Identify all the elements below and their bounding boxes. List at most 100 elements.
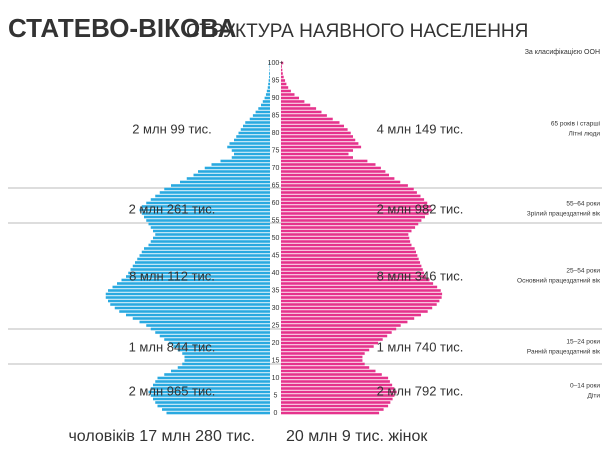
male-bar	[186, 177, 270, 180]
female-group-total: 2 млн 792 тис.	[377, 383, 464, 398]
female-bar	[281, 317, 415, 320]
male-bar	[150, 226, 270, 229]
female-bar	[281, 142, 359, 145]
male-bar	[177, 366, 270, 369]
male-bar	[164, 187, 270, 191]
male-bar	[261, 103, 270, 107]
female-bar	[281, 310, 428, 313]
female-bar	[281, 289, 441, 292]
female-bar	[281, 72, 283, 75]
group-sublabel: Літні люди	[569, 130, 601, 138]
female-bar	[281, 152, 349, 156]
male-bar	[126, 275, 270, 278]
male-bar	[150, 327, 270, 331]
female-bar	[281, 338, 383, 341]
male-bar	[150, 394, 270, 397]
female-bar	[281, 114, 327, 117]
male-bar	[110, 303, 270, 306]
female-bar	[281, 89, 291, 93]
female-bar	[281, 331, 392, 334]
group-sublabel: Ранній працездатний вік	[527, 348, 600, 356]
female-bar	[281, 383, 393, 387]
female-bar	[281, 282, 434, 285]
male-bar	[269, 61, 270, 65]
age-label: 90	[272, 95, 280, 102]
female-bar	[281, 313, 421, 317]
female-bar	[281, 212, 429, 215]
female-bar	[281, 149, 353, 152]
age-label: 85	[272, 112, 280, 119]
age-label: 10	[272, 375, 280, 382]
male-bar	[153, 383, 270, 387]
female-bar	[281, 65, 282, 68]
male-group-total: 2 млн 965 тис.	[129, 383, 216, 398]
male-bar	[231, 156, 270, 159]
age-label: 80	[272, 130, 280, 137]
age-label: 25	[272, 322, 280, 329]
age-label: 35	[272, 287, 280, 294]
male-bar	[182, 362, 270, 366]
male-bar	[236, 135, 270, 138]
female-bar	[281, 366, 370, 369]
age-label: 60	[272, 200, 280, 207]
group-label: 0–14 роки	[570, 383, 600, 390]
female-bar	[281, 187, 414, 191]
male-bar	[220, 159, 270, 163]
female-bar	[281, 201, 428, 205]
female-bar	[281, 180, 401, 184]
age-label: 20	[272, 340, 280, 347]
female-bar	[281, 397, 393, 401]
female-bar	[281, 257, 419, 261]
female-bar	[281, 215, 425, 219]
female-bar	[281, 75, 284, 79]
male-group-total: 2 млн 99 тис.	[132, 121, 212, 136]
female-bar	[281, 369, 376, 373]
male-bar	[132, 317, 270, 320]
female-bar	[281, 341, 379, 345]
male-bar	[141, 250, 270, 254]
male-bar	[211, 163, 270, 166]
male-bar	[155, 194, 270, 198]
female-bar	[281, 135, 353, 138]
group-sublabel: Зрілий працездатний вік	[527, 210, 600, 218]
male-bar	[173, 345, 270, 348]
male-bar	[171, 369, 270, 373]
male-bar	[105, 292, 270, 296]
female-bar	[281, 268, 423, 271]
male-bar	[227, 145, 270, 149]
male-bar	[240, 128, 270, 131]
male-bar	[132, 264, 270, 268]
male-bar	[150, 198, 270, 201]
female-bar	[281, 275, 426, 278]
female-bar	[281, 401, 391, 404]
age-label: 95	[272, 77, 280, 84]
male-group-total: 8 млн 112 тис.	[129, 268, 215, 283]
female-bar	[281, 254, 418, 257]
group-label: 55–64 роки	[566, 201, 600, 208]
female-bar	[281, 376, 389, 380]
female-bar	[281, 387, 395, 390]
female-bar	[281, 320, 408, 324]
male-bar	[164, 338, 270, 341]
male-bar	[146, 201, 270, 205]
male-bar	[171, 184, 270, 187]
age-label: 65	[272, 182, 280, 189]
male-total: чоловіків 17 млн 280 тис.	[68, 428, 255, 445]
male-bar	[128, 271, 270, 275]
male-group-total: 2 млн 261 тис.	[129, 201, 216, 216]
female-bar	[281, 96, 299, 100]
female-bar	[281, 240, 411, 243]
male-bar	[153, 229, 270, 233]
female-bar	[281, 303, 437, 306]
male-bar	[184, 359, 270, 362]
male-bar	[166, 411, 270, 415]
female-group-total: 1 млн 740 тис.	[377, 339, 464, 354]
age-label: 100+	[268, 60, 284, 67]
male-bar	[258, 107, 270, 110]
male-bar	[269, 75, 270, 79]
female-group-total: 2 млн 982 тис.	[377, 201, 464, 216]
male-bar	[238, 131, 270, 135]
male-bar	[114, 306, 270, 310]
female-bar	[281, 394, 395, 397]
